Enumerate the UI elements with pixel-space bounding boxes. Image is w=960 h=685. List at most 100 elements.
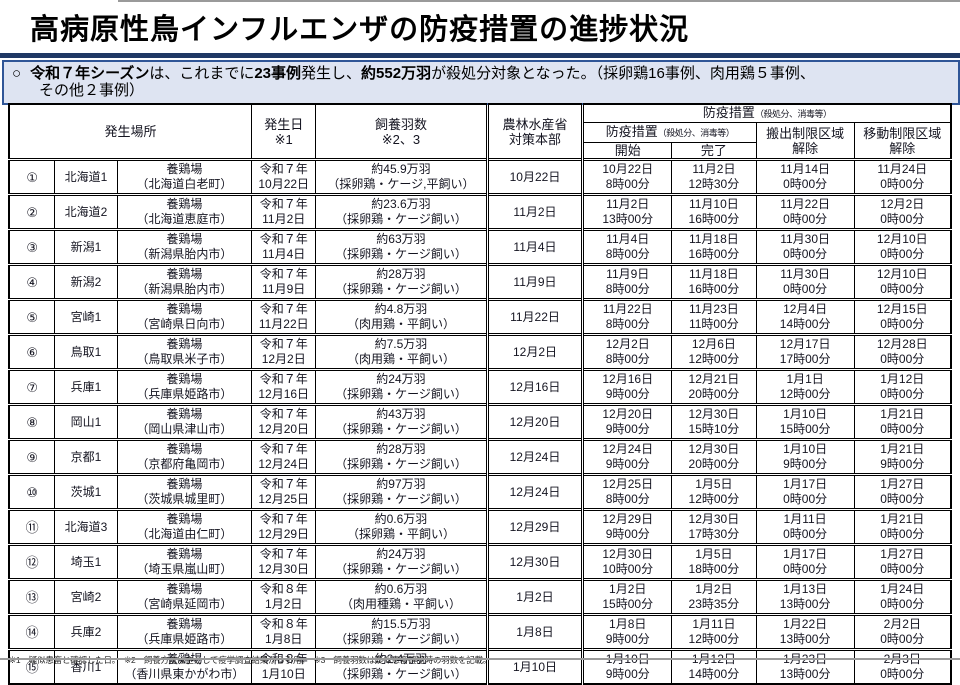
cell-maff-hq-date: 11月9日 — [485, 263, 584, 300]
bottom-divider — [0, 658, 960, 660]
table-row: ⑪ 北海道3 養鶏場 （北海道由仁町） 令和７年 12月29日 約0.6万羽 （採卵鶏・… — [8, 508, 952, 545]
cell-measure-start: 1月8日 9時00分 — [581, 613, 673, 650]
cell-measure-start: 1月2日 15時00分 — [581, 578, 673, 615]
cell-onset-date: 令和７年 10月22日 — [251, 158, 317, 195]
cell-case-number: ⑫ — [8, 543, 56, 580]
cell-measure-complete: 11月10日 16時00分 — [671, 193, 757, 230]
cell-facility: 養鶏場 （宮崎県日向市） — [116, 298, 253, 335]
cell-movement-lift: 1月21日 0時00分 — [853, 508, 952, 545]
cell-measure-start: 12月20日 9時00分 — [581, 403, 673, 440]
cell-maff-hq-date: 11月4日 — [485, 228, 584, 265]
cell-movement-lift: 1月24日 0時00分 — [853, 578, 952, 615]
cell-measure-complete: 11月18日 16時00分 — [671, 263, 757, 300]
cell-case-name: 茨城1 — [54, 473, 118, 510]
cell-movement-lift: 1月27日 0時00分 — [853, 473, 952, 510]
cell-measure-start: 12月25日 8時00分 — [581, 473, 673, 510]
cell-carryout-lift: 1月17日 0時00分 — [755, 473, 855, 510]
cell-maff-hq-date: 12月30日 — [485, 543, 584, 580]
table-row: ⑨ 京都1 養鶏場 （京都府亀岡市） 令和７年 12月24日 約28万羽 （採卵鶏・ケー… — [8, 438, 952, 475]
cell-measure-start: 12月16日 9時00分 — [581, 368, 673, 405]
cell-case-number: ⑤ — [8, 298, 56, 335]
cell-onset-date: 令和７年 12月2日 — [251, 333, 317, 370]
sub-header-measures: 防疫措置（殺処分、消毒等） — [581, 122, 757, 143]
cell-case-number: ⑩ — [8, 473, 56, 510]
cell-bird-count: 約15.5万羽 （採卵鶏・ケージ飼い） — [315, 613, 488, 650]
cell-facility: 養鶏場 （岡山県津山市） — [116, 403, 253, 440]
cell-maff-hq-date: 1月2日 — [485, 578, 584, 615]
cell-onset-date: 令和８年 1月8日 — [251, 613, 317, 650]
cell-maff-hq-date: 11月2日 — [485, 193, 584, 230]
cell-case-name: 北海道3 — [54, 508, 118, 545]
cell-measure-complete: 12月21日 20時00分 — [671, 368, 757, 405]
cell-measure-complete: 1月11日 12時00分 — [671, 613, 757, 650]
cell-carryout-lift: 1月22日 13時00分 — [755, 613, 855, 650]
cell-case-number: ⑨ — [8, 438, 56, 475]
table-row: ⑩ 茨城1 養鶏場 （茨城県城里町） 令和７年 12月25日 約97万羽 （採卵鶏・ケー… — [8, 473, 952, 510]
table-row: ⑭ 兵庫2 養鶏場 （兵庫県姫路市） 令和８年 1月8日 約15.5万羽 （採卵鶏・ケー… — [8, 613, 952, 650]
cell-facility: 養鶏場 （兵庫県姫路市） — [116, 368, 253, 405]
cell-case-name: 新潟1 — [54, 228, 118, 265]
col-header-bird-count: 飼養羽数 ※2、3 — [315, 103, 488, 160]
cell-case-name: 岡山1 — [54, 403, 118, 440]
cell-maff-hq-date: 12月24日 — [485, 438, 584, 475]
cell-movement-lift: 1月21日 0時00分 — [853, 403, 952, 440]
cell-case-number: ① — [8, 158, 56, 195]
cell-onset-date: 令和７年 11月22日 — [251, 298, 317, 335]
table-row: ⑤ 宮崎1 養鶏場 （宮崎県日向市） 令和７年 11月22日 約4.8万羽 （肉用鶏・平… — [8, 298, 952, 335]
cell-case-number: ⑬ — [8, 578, 56, 615]
sub-header-measures-label: 防疫措置 — [605, 124, 658, 139]
cell-facility: 養鶏場 （京都府亀岡市） — [116, 438, 253, 475]
cell-facility: 養鶏場 （茨城県城里町） — [116, 473, 253, 510]
cell-case-name: 北海道2 — [54, 193, 118, 230]
table-row: ④ 新潟2 養鶏場 （新潟県胎内市） 令和７年 11月9日 約28万羽 （採卵鶏・ケージ… — [8, 263, 952, 300]
cell-onset-date: 令和７年 12月30日 — [251, 543, 317, 580]
col-header-carryout-lift: 搬出制限区域 解除 — [755, 122, 855, 160]
cell-carryout-lift: 11月22日 0時00分 — [755, 193, 855, 230]
cell-measure-start: 10月22日 8時00分 — [581, 158, 673, 195]
cell-movement-lift: 12月10日 0時00分 — [853, 228, 952, 265]
cell-facility: 養鶏場 （鳥取県米子市） — [116, 333, 253, 370]
cell-onset-date: 令和７年 11月9日 — [251, 263, 317, 300]
cell-measure-complete: 11月2日 12時30分 — [671, 158, 757, 195]
cell-measure-start: 11月22日 8時00分 — [581, 298, 673, 335]
cell-case-number: ③ — [8, 228, 56, 265]
col-header-movement-lift: 移動制限区域 解除 — [853, 122, 952, 160]
group-header-measures: 防疫措置（殺処分、消毒等） — [581, 103, 952, 123]
cell-onset-date: 令和７年 12月29日 — [251, 508, 317, 545]
cell-movement-lift: 1月27日 0時00分 — [853, 543, 952, 580]
cell-maff-hq-date: 10月22日 — [485, 158, 584, 195]
cell-facility: 養鶏場 （新潟県胎内市） — [116, 263, 253, 300]
summary-notice-box: ○ 令和７年シーズンは、これまでに23事例発生し、約552万羽が殺処分対象となった… — [2, 60, 960, 105]
cell-onset-date: 令和８年 1月2日 — [251, 578, 317, 615]
table-row: ⑫ 埼玉1 養鶏場 （埼玉県嵐山町） 令和７年 12月30日 約24万羽 （採卵鶏・ケー… — [8, 543, 952, 580]
cell-carryout-lift: 12月4日 14時00分 — [755, 298, 855, 335]
table-body: ① 北海道1 養鶏場 （北海道白老町） 令和７年 10月22日 約45.9万羽 （採卵鶏… — [8, 158, 952, 685]
cell-carryout-lift: 12月17日 17時00分 — [755, 333, 855, 370]
table-row: ⑬ 宮崎2 養鶏場 （宮崎県延岡市） 令和８年 1月2日 約0.6万羽 （肉用種鶏・平飼… — [8, 578, 952, 615]
cell-facility: 養鶏場 （北海道由仁町） — [116, 508, 253, 545]
cell-measure-complete: 12月30日 17時30分 — [671, 508, 757, 545]
cell-measure-complete: 11月23日 11時00分 — [671, 298, 757, 335]
table-row: ① 北海道1 養鶏場 （北海道白老町） 令和７年 10月22日 約45.9万羽 （採卵鶏… — [8, 158, 952, 195]
table-row: ③ 新潟1 養鶏場 （新潟県胎内市） 令和７年 11月4日 約63万羽 （採卵鶏・ケージ… — [8, 228, 952, 265]
cell-measure-start: 12月29日 9時00分 — [581, 508, 673, 545]
cell-movement-lift: 12月10日 0時00分 — [853, 263, 952, 300]
cell-facility: 養鶏場 （埼玉県嵐山町） — [116, 543, 253, 580]
cell-onset-date: 令和７年 11月2日 — [251, 193, 317, 230]
cell-measure-complete: 1月2日 23時35分 — [671, 578, 757, 615]
cell-bird-count: 約97万羽 （採卵鶏・ケージ飼い） — [315, 473, 488, 510]
cell-movement-lift: 1月12日 0時00分 — [853, 368, 952, 405]
cell-carryout-lift: 11月30日 0時00分 — [755, 228, 855, 265]
cell-measure-complete: 12月30日 15時10分 — [671, 403, 757, 440]
col-header-complete: 完了 — [671, 142, 757, 160]
cell-bird-count: 約45.9万羽 （採卵鶏・ケージ,平飼い） — [315, 158, 488, 195]
cell-case-name: 埼玉1 — [54, 543, 118, 580]
cell-onset-date: 令和７年 12月25日 — [251, 473, 317, 510]
cell-maff-hq-date: 11月22日 — [485, 298, 584, 335]
cell-case-number: ⑥ — [8, 333, 56, 370]
cell-case-name: 兵庫2 — [54, 613, 118, 650]
notice-segment: 令和７年シーズン — [30, 65, 150, 82]
cell-facility: 養鶏場 （北海道白老町） — [116, 158, 253, 195]
cell-onset-date: 令和７年 12月16日 — [251, 368, 317, 405]
cell-bird-count: 約28万羽 （採卵鶏・ケージ飼い） — [315, 263, 488, 300]
